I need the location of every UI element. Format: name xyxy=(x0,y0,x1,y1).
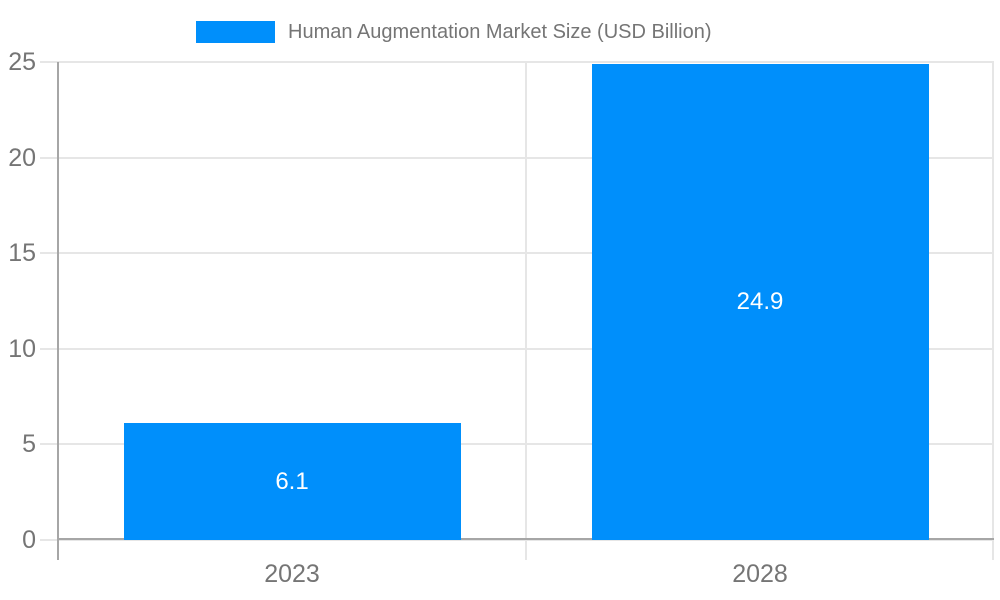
x-axis-line xyxy=(57,538,994,540)
chart-legend: Human Augmentation Market Size (USD Bill… xyxy=(196,18,712,46)
y-gridline xyxy=(40,347,994,350)
y-axis-tick-label: 10 xyxy=(8,334,36,363)
legend-label: Human Augmentation Market Size (USD Bill… xyxy=(288,20,712,43)
bar[interactable] xyxy=(592,64,929,540)
y-axis-tick-label: 25 xyxy=(8,48,36,76)
y-axis-tick-label: 5 xyxy=(22,430,36,459)
y-gridline xyxy=(40,252,994,255)
plot-right-border xyxy=(992,62,994,560)
bar-value-label: 6.1 xyxy=(275,468,309,495)
bar-value-label: 24.9 xyxy=(736,288,784,315)
y-axis-tick-label: 15 xyxy=(8,239,36,268)
y-axis-tick-label: 20 xyxy=(8,143,36,172)
y-gridline xyxy=(40,156,994,159)
bar[interactable] xyxy=(124,423,461,540)
x-axis-category-label: 2023 xyxy=(264,560,320,588)
x-axis-category-label: 2028 xyxy=(732,560,788,588)
legend-swatch xyxy=(196,21,275,43)
y-axis-line xyxy=(57,62,59,560)
y-gridline xyxy=(40,539,994,541)
y-gridline xyxy=(40,61,994,63)
y-axis-tick-label: 0 xyxy=(22,526,36,554)
y-gridline xyxy=(40,443,994,446)
category-separator-gridline xyxy=(525,62,527,560)
